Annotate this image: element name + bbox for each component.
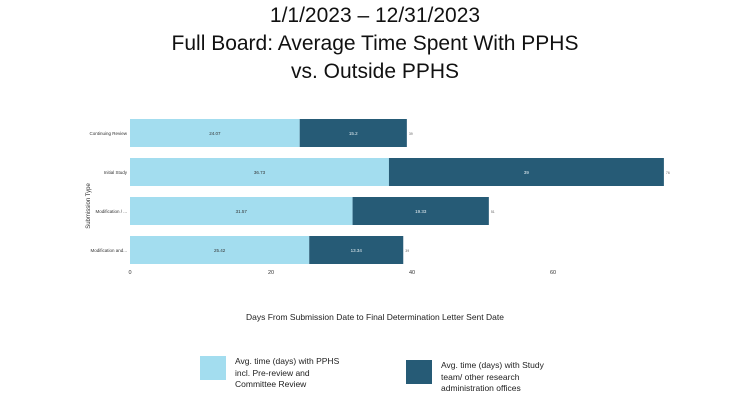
total-label: 39 xyxy=(405,249,409,253)
legend-swatch-pphs xyxy=(200,356,226,380)
category-label: Modification and... xyxy=(90,248,127,253)
chart-title: 1/1/2023 – 12/31/2023 Full Board: Averag… xyxy=(0,2,750,86)
bar-pphs xyxy=(130,236,310,264)
data-label: 36.73 xyxy=(254,170,266,175)
bar-pphs xyxy=(130,119,300,147)
total-label: 76 xyxy=(666,171,670,175)
bar-study-team xyxy=(388,158,664,186)
bar-study-team xyxy=(299,119,407,147)
bar-pphs xyxy=(130,158,389,186)
total-label: 39 xyxy=(409,132,413,136)
data-label: 19.33 xyxy=(415,209,427,214)
legend-label-study-team: Avg. time (days) with Study team/ other … xyxy=(441,360,544,393)
title-line-main: Full Board: Average Time Spent With PPHS xyxy=(171,32,579,55)
x-axis-title: Days From Submission Date to Final Deter… xyxy=(246,312,504,322)
category-label: Modification / ... xyxy=(95,209,127,214)
data-label: 39 xyxy=(524,170,530,175)
title-line-sub: vs. Outside PPHS xyxy=(290,60,460,83)
x-tick-label: 20 xyxy=(268,270,274,276)
legend-item-study-team: Avg. time (days) with Study team/ other … xyxy=(406,360,566,395)
category-label: Continuing Review xyxy=(89,131,127,136)
bar-study-team xyxy=(309,236,404,264)
bar-pphs xyxy=(130,197,353,225)
x-tick-label: 60 xyxy=(550,270,556,276)
bar-study-team xyxy=(352,197,489,225)
x-tick-label: 0 xyxy=(128,270,131,276)
data-label: 13.34 xyxy=(351,248,363,253)
category-label: Initial Study xyxy=(104,170,128,175)
data-label: 24.07 xyxy=(209,131,221,136)
legend-item-pphs: Avg. time (days) with PPHS incl. Pre-rev… xyxy=(200,356,350,391)
legend-label-pphs: Avg. time (days) with PPHS incl. Pre-rev… xyxy=(235,356,340,389)
title-line-date-range: 1/1/2023 – 12/31/2023 xyxy=(269,4,481,27)
data-label: 15.2 xyxy=(349,131,358,136)
legend-swatch-study-team xyxy=(406,360,432,384)
stacked-bar-chart: Submission Type Continuing Review 24.07 15… xyxy=(86,119,670,276)
data-label: 25.42 xyxy=(214,248,226,253)
total-label: 51 xyxy=(491,210,495,214)
x-tick-label: 40 xyxy=(409,270,415,276)
y-axis-title: Submission Type xyxy=(86,183,92,229)
data-label: 31.57 xyxy=(236,209,248,214)
